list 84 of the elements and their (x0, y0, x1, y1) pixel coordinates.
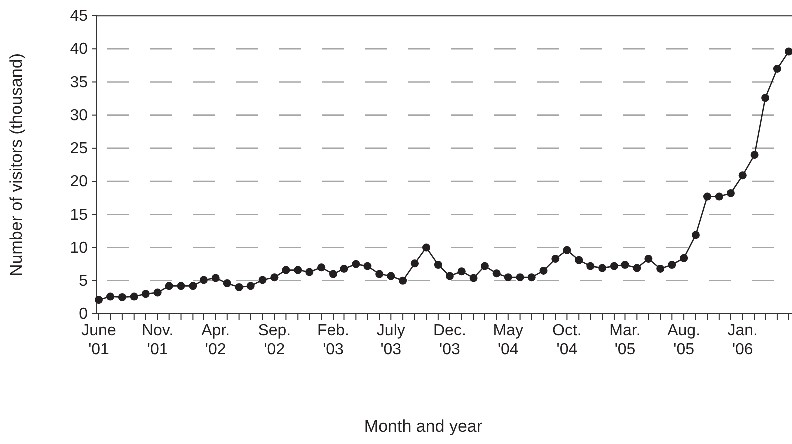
point (516, 274, 524, 282)
point (633, 264, 642, 272)
point (189, 282, 198, 290)
point (246, 282, 255, 290)
y-tick-label: 45 (70, 8, 88, 26)
point (258, 276, 267, 284)
point (480, 262, 489, 270)
point (610, 262, 618, 270)
point (282, 266, 290, 274)
point (704, 192, 712, 201)
point (154, 288, 162, 297)
point (738, 172, 747, 180)
point (223, 280, 232, 288)
point (644, 255, 653, 264)
point (586, 262, 595, 270)
point (422, 244, 431, 252)
point (598, 264, 607, 272)
x-tick-label: July '03 (376, 322, 406, 359)
point (329, 270, 338, 278)
x-tick-label: May '04 (493, 322, 524, 359)
point (668, 260, 676, 269)
point (106, 292, 115, 301)
point (470, 274, 478, 282)
x-tick-label: Nov. '01 (142, 322, 174, 359)
point (235, 284, 244, 292)
point (552, 255, 560, 264)
point (118, 293, 126, 302)
point (399, 276, 408, 285)
point (376, 270, 384, 278)
point (785, 48, 792, 56)
point (177, 282, 186, 290)
point (492, 270, 501, 278)
point (130, 292, 138, 301)
y-tick-label: 25 (70, 140, 88, 158)
point (410, 260, 419, 268)
point (212, 274, 220, 282)
point (715, 192, 724, 201)
point (762, 94, 770, 102)
y-tick-label: 40 (70, 41, 88, 58)
point (680, 254, 688, 262)
point (446, 272, 454, 280)
y-axis-title: Number of visitors (thousand) (7, 54, 26, 276)
point (726, 189, 735, 198)
point (364, 262, 372, 270)
x-tick-label: Oct. '04 (552, 322, 582, 359)
point (692, 231, 700, 240)
y-tick-label: 10 (70, 240, 88, 257)
y-tick-label: 35 (70, 74, 88, 92)
point (656, 264, 665, 273)
point (458, 268, 466, 276)
point (340, 264, 348, 273)
point (306, 268, 314, 276)
point (563, 246, 572, 254)
y-tick-label: 15 (70, 206, 88, 224)
x-tick-label: Jan. '06 (728, 322, 758, 359)
x-tick-label: Sep. '02 (258, 322, 292, 359)
x-tick-label: Feb. '03 (317, 322, 350, 359)
point (575, 256, 584, 264)
y-tick-label: 5 (79, 273, 88, 290)
point (318, 264, 326, 272)
y-tick-label: 0 (79, 306, 88, 324)
point (165, 282, 174, 290)
point (504, 274, 512, 282)
point (621, 260, 630, 269)
point (387, 272, 396, 280)
point (528, 274, 536, 282)
x-axis-title: Month and year (364, 417, 483, 436)
point (750, 151, 759, 160)
point (352, 260, 360, 268)
point (773, 64, 782, 73)
y-tick-label: 30 (70, 107, 88, 124)
point (294, 266, 302, 274)
point (540, 266, 548, 275)
x-tick-label: June '01 (82, 322, 116, 359)
point (95, 296, 103, 304)
point (434, 260, 442, 269)
x-tick-label: Apr. '02 (202, 322, 230, 359)
point (200, 276, 208, 284)
x-tick-label: Dec. '03 (434, 322, 466, 359)
x-tick-label: Aug. '05 (668, 322, 701, 359)
point (270, 274, 279, 282)
x-tick-label: Mar. '05 (610, 322, 641, 359)
y-tick-label: 20 (70, 174, 88, 191)
point (142, 290, 150, 298)
